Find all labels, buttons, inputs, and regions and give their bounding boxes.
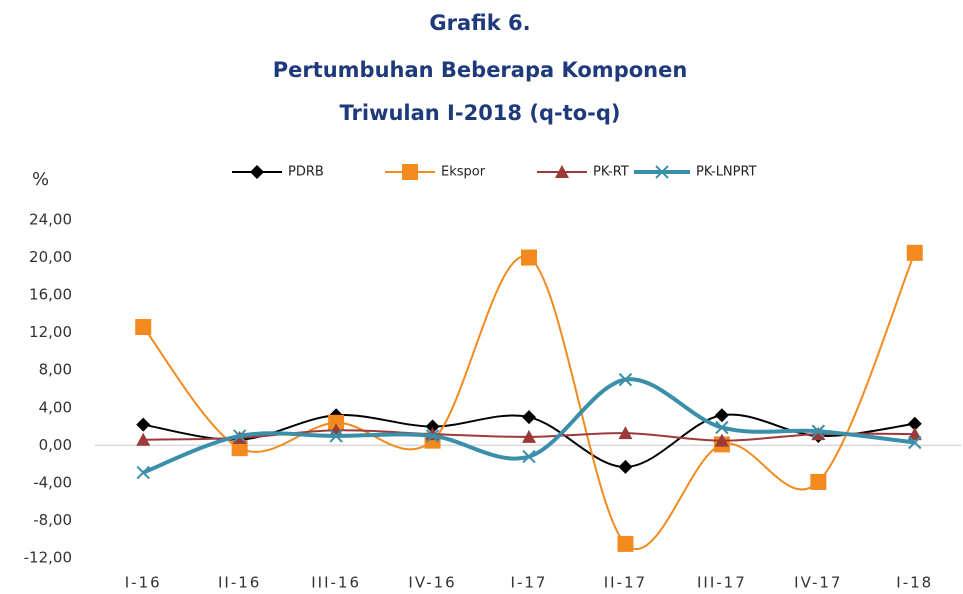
- legend-marker: [402, 164, 418, 180]
- legend-label: PDRB: [288, 165, 324, 180]
- chart-title: Pertumbuhan Beberapa Komponen: [273, 58, 688, 82]
- chart-title: Triwulan I-2018 (q-to-q): [340, 101, 621, 125]
- point: [714, 408, 729, 423]
- x-tick-label: III-16: [311, 574, 361, 592]
- x-tick-label: I-18: [896, 574, 933, 592]
- point: [715, 420, 729, 435]
- point: [810, 473, 827, 490]
- legend-marker: [655, 165, 669, 179]
- point: [522, 410, 536, 425]
- y-tick-label: 8,00: [39, 361, 72, 379]
- y-tick-label: -4,00: [33, 473, 72, 491]
- point: [136, 465, 150, 480]
- x-tick-label: III-17: [697, 574, 747, 592]
- point: [231, 440, 248, 457]
- point: [329, 429, 343, 443]
- y-tick-label: 16,00: [29, 286, 72, 304]
- point: [618, 426, 633, 440]
- series-line: [142, 252, 916, 550]
- legend-label: PK-RT: [593, 165, 629, 180]
- point: [521, 249, 537, 266]
- legend-label: Ekspor: [441, 165, 486, 180]
- point: [907, 416, 922, 431]
- point: [425, 429, 440, 443]
- y-tick-label: -12,00: [24, 549, 72, 567]
- y-tick-label: -8,00: [33, 511, 72, 529]
- point: [135, 319, 152, 336]
- x-tick-label: II-17: [604, 574, 647, 592]
- point: [714, 433, 729, 447]
- y-tick-label: 20,00: [29, 248, 72, 266]
- point: [136, 432, 151, 446]
- point: [618, 372, 633, 387]
- y-tick-label: 24,00: [29, 211, 72, 229]
- y-tick-label: 0,00: [39, 436, 72, 454]
- point: [907, 427, 922, 441]
- point: [811, 427, 826, 441]
- x-tick-label: I-17: [511, 574, 548, 592]
- point: [618, 459, 633, 474]
- point: [522, 449, 536, 464]
- y-tick-label: 4,00: [39, 398, 72, 416]
- y-axis-label: %: [32, 169, 49, 190]
- legend-marker: [250, 165, 264, 179]
- y-tick-label: 12,00: [29, 323, 72, 341]
- chart-title: Grafik 6.: [429, 11, 530, 35]
- point: [811, 424, 826, 438]
- point: [617, 535, 634, 552]
- series-line: [142, 377, 916, 475]
- point: [906, 244, 923, 261]
- x-tick-label: IV-17: [794, 574, 842, 592]
- x-tick-label: II-16: [218, 574, 261, 592]
- x-tick-label: I-16: [125, 574, 162, 592]
- point: [522, 429, 536, 443]
- point: [136, 417, 151, 432]
- point: [908, 435, 922, 450]
- x-tick-label: IV-16: [408, 574, 456, 592]
- point: [328, 414, 345, 431]
- legend-label: PK-LNPRT: [696, 165, 757, 180]
- point: [425, 419, 440, 434]
- legend-marker: [555, 165, 569, 178]
- point: [232, 429, 247, 443]
